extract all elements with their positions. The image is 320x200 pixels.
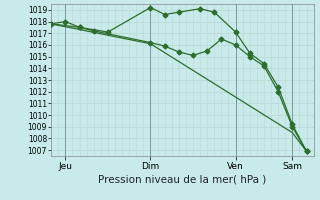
X-axis label: Pression niveau de la mer( hPa ): Pression niveau de la mer( hPa ) [98,175,267,185]
